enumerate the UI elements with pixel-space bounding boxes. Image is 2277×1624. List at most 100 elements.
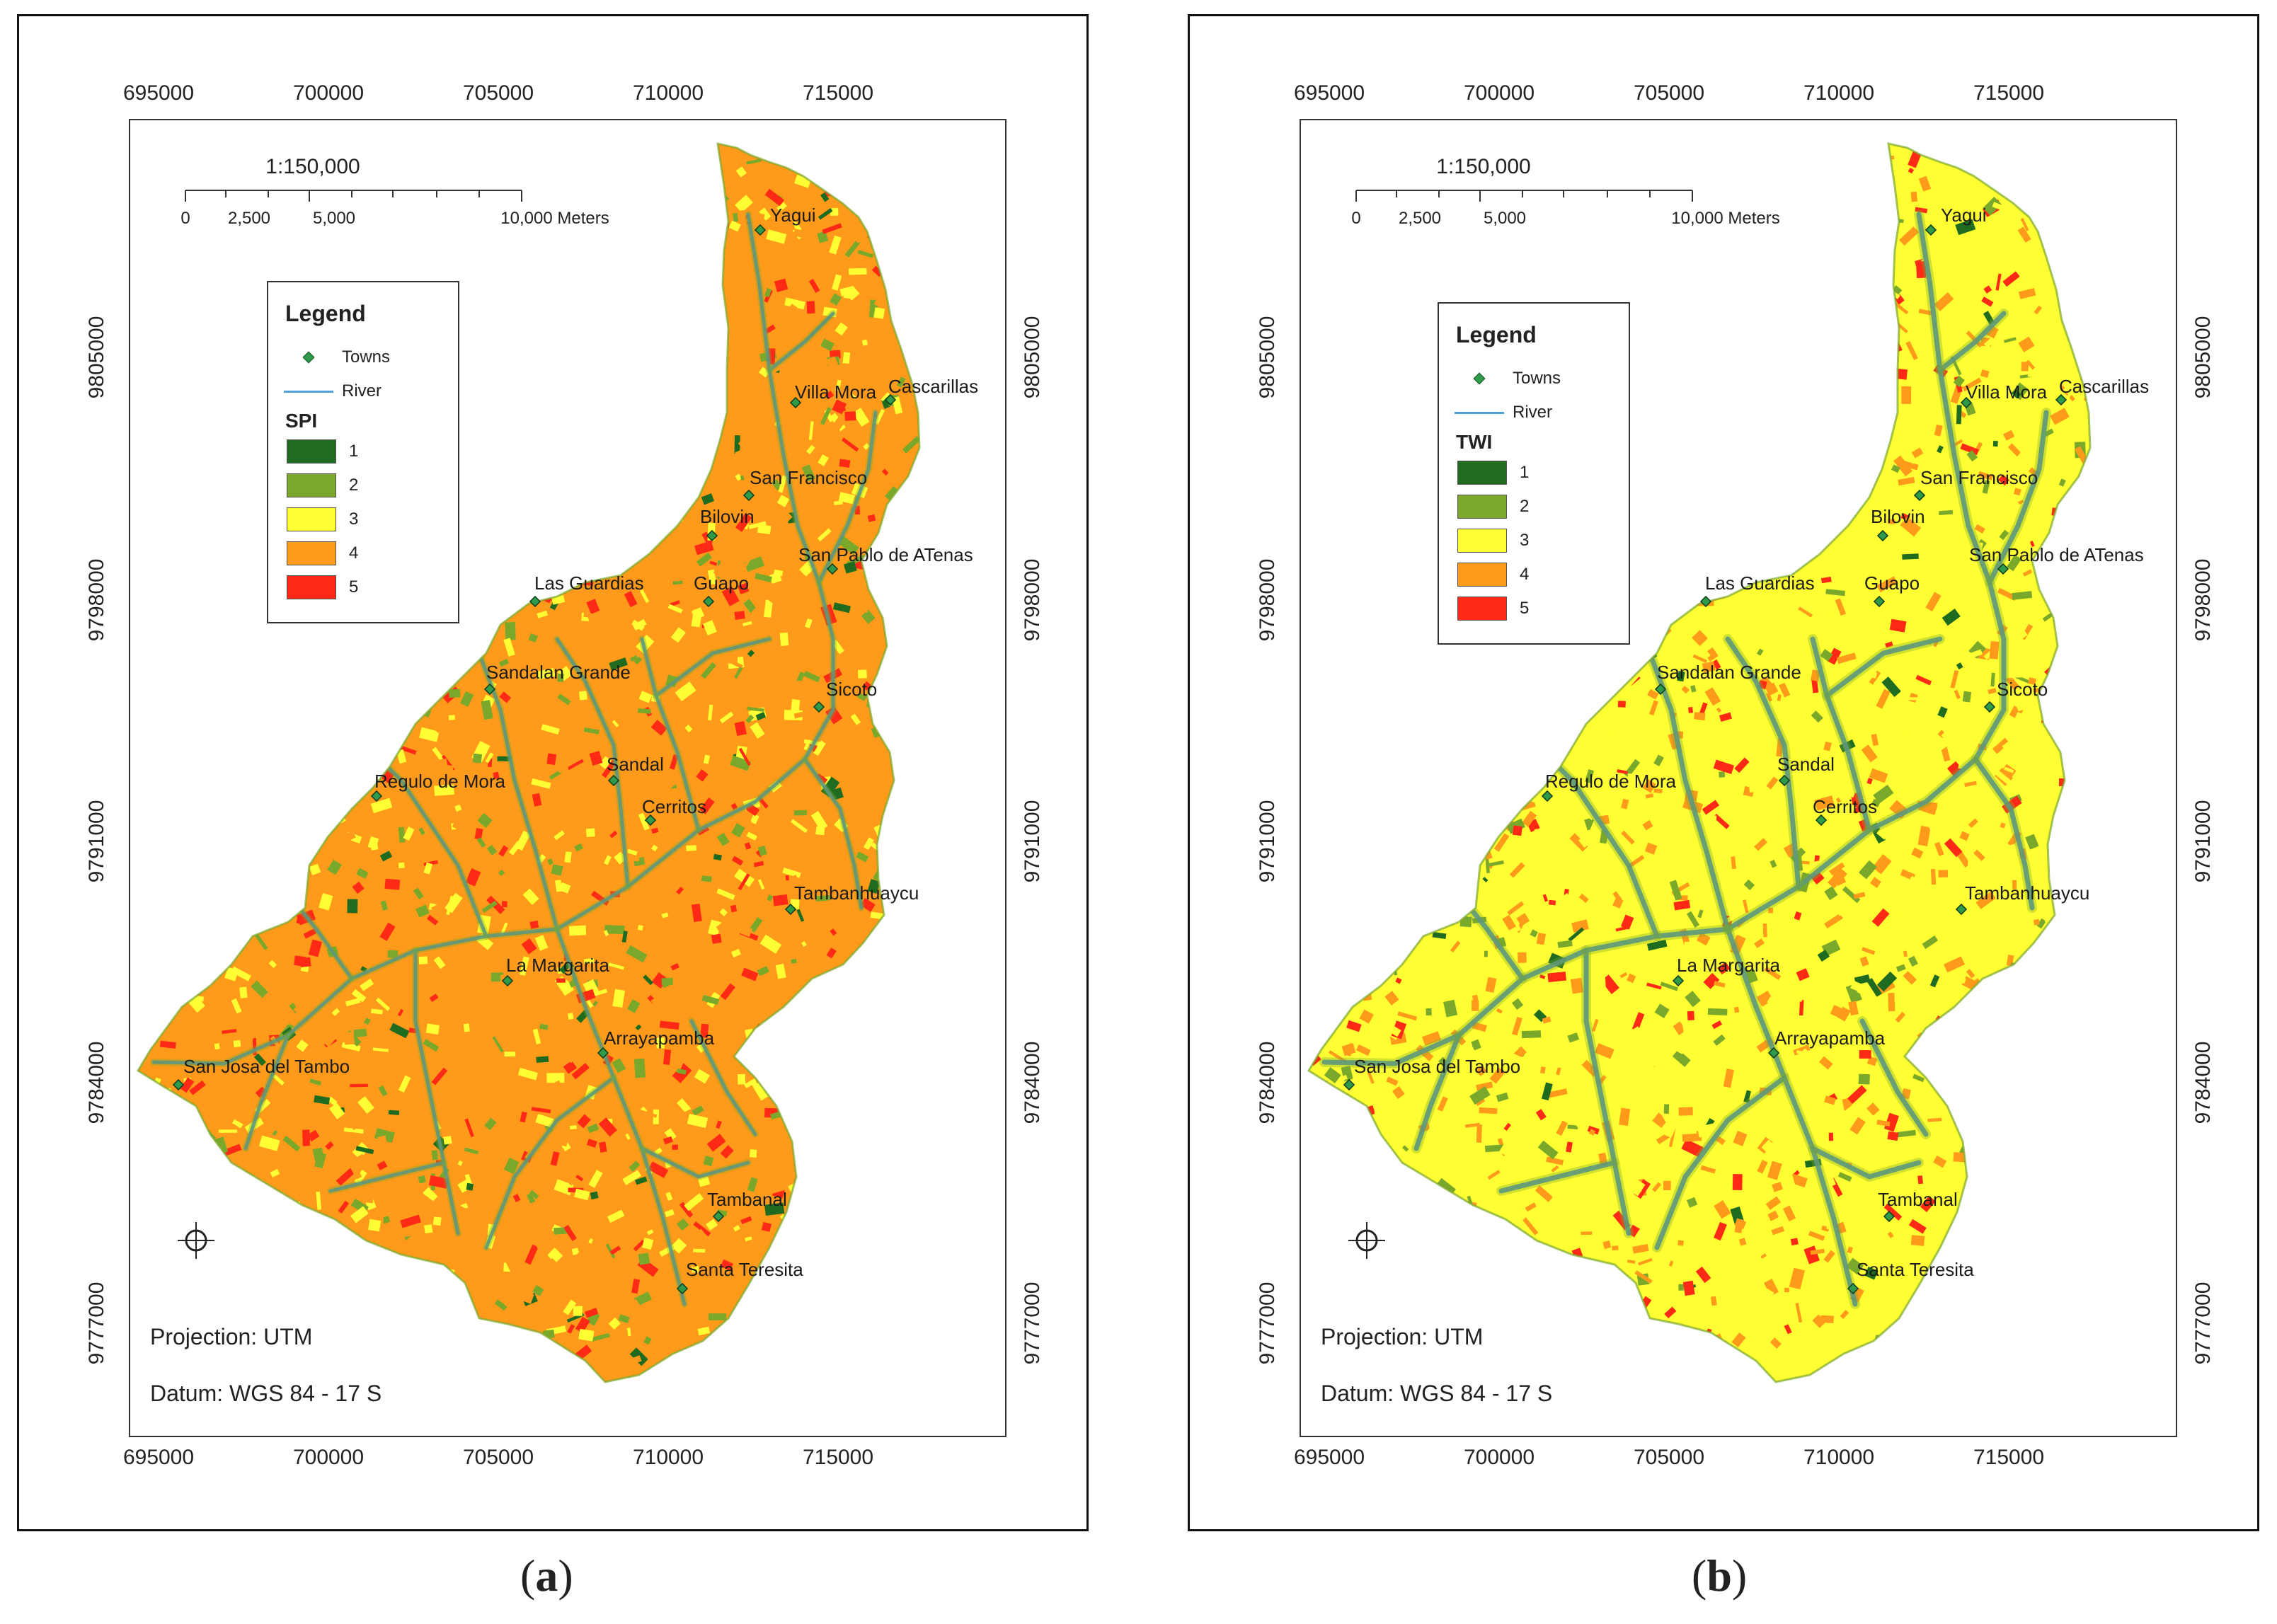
legend-towns-symbol — [284, 351, 333, 364]
scale-label: 2,500 — [1398, 209, 1442, 228]
river-line-icon — [1455, 411, 1504, 414]
town-marker — [1960, 396, 1973, 409]
town-label: Santa Teresita — [686, 1259, 803, 1280]
town-label: Tambanhuaycu — [794, 882, 919, 904]
river-margin — [1411, 1030, 1464, 1153]
legend-towns: Towns — [1455, 369, 1561, 388]
town-marker — [607, 774, 620, 787]
scale-label: 5,000 — [1483, 209, 1527, 228]
town-label: La Margarita — [506, 955, 609, 976]
legend-box: Legend Towns River TWI 1 2 3 4 5 — [1438, 302, 1630, 645]
river-channel — [1654, 1075, 1787, 1250]
town-label: San Josa del Tambo — [183, 1056, 350, 1077]
river-margin — [1652, 1073, 1789, 1252]
river-margin — [1496, 1158, 1619, 1196]
town-label: Yagui — [770, 205, 816, 226]
legend-class-row: 1 — [1457, 461, 1529, 485]
legend-index-name: SPI — [285, 410, 318, 432]
river-margin — [1539, 747, 1662, 941]
projection-label: Projection: UTM — [150, 1324, 313, 1349]
legend-class-row: 5 — [287, 575, 358, 599]
river-margin — [1581, 945, 1634, 1238]
river-margin — [483, 1074, 617, 1251]
town-label: Cerritos — [1813, 796, 1878, 817]
legend-class-label: 4 — [349, 543, 359, 563]
catchment-map — [136, 142, 921, 1383]
town-marker — [742, 489, 755, 502]
x-tick-top: 695000 — [122, 81, 195, 105]
town-label: Sandalan Grande — [486, 662, 631, 683]
north-arrow-icon — [178, 1222, 214, 1259]
datum-label: Datum: WGS 84 - 17 S — [1321, 1381, 1553, 1406]
town-marker — [1672, 974, 1685, 987]
town-marker — [789, 396, 802, 409]
scale-bar — [1355, 190, 1693, 202]
town-marker — [1699, 595, 1712, 608]
caption-a: (a) — [520, 1550, 573, 1601]
town-marker — [813, 701, 825, 713]
town-label: Regulo de Mora — [1545, 771, 1676, 792]
town-marker — [370, 790, 383, 802]
legend-class-row: 4 — [287, 541, 358, 565]
town-label: Cascarillas — [888, 376, 979, 397]
river-margin — [327, 1159, 447, 1194]
town-label: Guapo — [1864, 572, 1920, 594]
town-marker — [784, 903, 797, 916]
town-label: San Pablo de ATenas — [1969, 544, 2144, 565]
town-label: Sandalan Grande — [1657, 662, 1801, 683]
x-tick-top: 715000 — [802, 81, 874, 105]
town-label: Las Guardias — [1705, 572, 1815, 594]
river-channel — [413, 948, 460, 1236]
town-label: Villa Mora — [795, 381, 877, 403]
town-label: San Pablo de ATenas — [798, 544, 973, 565]
river-margin — [1723, 924, 1860, 1309]
x-tick-top: 700000 — [292, 81, 365, 105]
river-margin — [1822, 634, 1945, 701]
town-marker — [483, 683, 496, 696]
scale-label: 0 — [1351, 209, 1361, 228]
x-tick-top: 710000 — [632, 81, 704, 105]
datum-label: Datum: WGS 84 - 17 S — [150, 1381, 382, 1406]
river-margin — [815, 409, 879, 586]
scale-ratio: 1:150,000 — [265, 155, 360, 178]
town-marker — [644, 814, 657, 827]
town-marker — [1876, 529, 1889, 542]
river-channel — [1498, 1160, 1617, 1194]
town-label: Sandal — [1777, 754, 1835, 775]
town-label: Sicoto — [826, 679, 878, 700]
river-channel — [1725, 926, 1858, 1307]
basin-fill — [138, 144, 919, 1382]
river-channel — [555, 927, 687, 1306]
town-marker — [676, 1282, 689, 1295]
river-channel — [1987, 410, 2049, 585]
town-label: Bilovin — [700, 506, 755, 527]
town-marker — [1925, 224, 1937, 236]
legend-title: Legend — [1456, 322, 1537, 347]
river-margin — [638, 635, 702, 834]
river-margin — [369, 749, 490, 940]
river-channel — [1541, 749, 1660, 939]
town-marker — [702, 595, 715, 608]
river-margin — [688, 1018, 759, 1138]
river-channel — [1937, 311, 2007, 373]
river-channel — [1725, 636, 1801, 889]
legend-swatch — [1457, 495, 1507, 519]
river-margin — [1935, 309, 2009, 375]
town-label: La Margarita — [1677, 955, 1780, 976]
river-margin — [766, 310, 837, 374]
x-tick-top: 705000 — [462, 81, 534, 105]
town-marker — [529, 595, 541, 608]
river-channel — [328, 1161, 446, 1193]
north-arrow-icon — [1348, 1222, 1385, 1259]
legend-towns-label: Towns — [342, 347, 391, 367]
scale-label: 0 — [180, 209, 190, 228]
town-diamond-icon — [1473, 372, 1486, 385]
x-tick-bottom: 710000 — [632, 1446, 704, 1469]
town-marker — [1654, 683, 1667, 696]
river-line-icon — [284, 390, 333, 393]
x-tick-top: 695000 — [1293, 81, 1365, 105]
town-label: Yagui — [1941, 205, 1987, 226]
town-marker — [1847, 1282, 1859, 1295]
town-label: Tambanal — [1878, 1189, 1958, 1210]
x-tick-bottom: 705000 — [1633, 1446, 1705, 1469]
